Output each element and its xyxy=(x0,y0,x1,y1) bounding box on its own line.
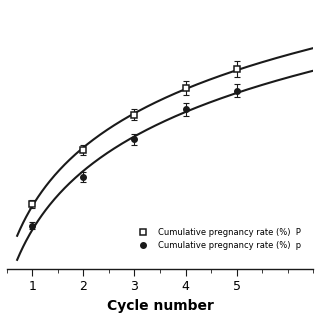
Cumulative pregnancy rate (%)  p xyxy=(184,108,188,111)
Cumulative pregnancy rate (%)  P xyxy=(132,113,136,117)
Cumulative pregnancy rate (%)  P xyxy=(184,86,188,90)
Cumulative pregnancy rate (%)  P xyxy=(30,202,34,206)
X-axis label: Cycle number: Cycle number xyxy=(107,299,213,313)
Line: Cumulative pregnancy rate (%)  p: Cumulative pregnancy rate (%) p xyxy=(30,88,239,228)
Cumulative pregnancy rate (%)  p xyxy=(30,224,34,228)
Cumulative pregnancy rate (%)  p xyxy=(132,137,136,141)
Line: Cumulative pregnancy rate (%)  P: Cumulative pregnancy rate (%) P xyxy=(29,66,240,207)
Legend: Cumulative pregnancy rate (%)  P, Cumulative pregnancy rate (%)  p: Cumulative pregnancy rate (%) P, Cumulat… xyxy=(131,226,303,252)
Cumulative pregnancy rate (%)  P xyxy=(82,148,85,152)
Cumulative pregnancy rate (%)  p xyxy=(235,89,238,92)
Cumulative pregnancy rate (%)  P xyxy=(235,67,238,71)
Cumulative pregnancy rate (%)  p xyxy=(82,175,85,179)
